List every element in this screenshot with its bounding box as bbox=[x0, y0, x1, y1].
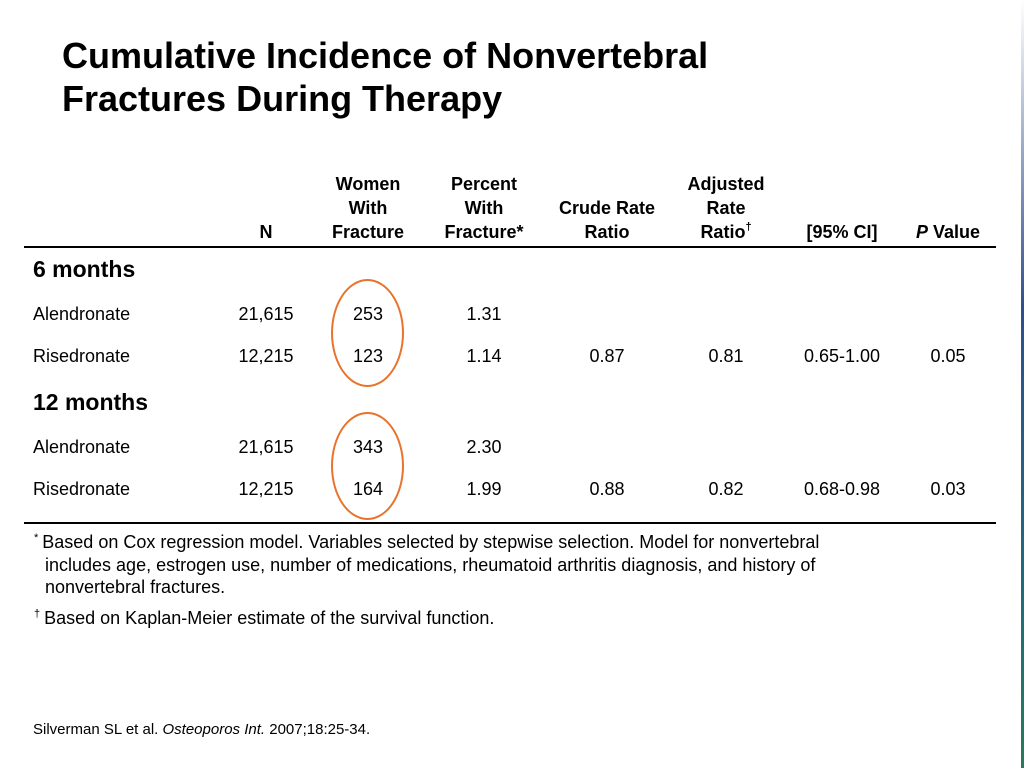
cell-drug: Risedronate bbox=[33, 479, 131, 499]
slide-edge-accent bbox=[1021, 0, 1024, 768]
cell-ci: 0.68-0.98 bbox=[803, 479, 881, 499]
citation-authors: Silverman SL et al. bbox=[33, 721, 163, 738]
cell-n: 12,215 bbox=[238, 346, 294, 366]
highlight-ring-12-months bbox=[331, 412, 404, 520]
header-percent-line-1: Percent bbox=[450, 174, 518, 194]
header-crude-line-1: Crude Rate bbox=[558, 198, 656, 218]
header-adjusted-rate-ratio: Adjusted Rate Ratio† bbox=[670, 172, 782, 244]
footnote-star: * Based on Cox regression model. Variable… bbox=[34, 531, 819, 599]
header-percent-line-3: Fracture* bbox=[444, 222, 524, 242]
header-adjusted-ratio-text: Ratio bbox=[700, 222, 746, 242]
dagger-footnote-mark: † bbox=[34, 608, 41, 620]
cell-p-value: 0.03 bbox=[930, 479, 966, 499]
header-crude-rate-ratio: Crude Rate Ratio bbox=[547, 196, 667, 244]
header-adjusted-line-3: Ratio† bbox=[670, 220, 782, 244]
cell-percent: 1.99 bbox=[466, 479, 502, 499]
header-95-ci: [95% CI] bbox=[806, 222, 878, 242]
slide-title-line-2: Fractures During Therapy bbox=[62, 78, 503, 119]
section-label-6-months: 6 months bbox=[33, 256, 136, 282]
cell-n: 12,215 bbox=[238, 479, 294, 499]
header-adjusted-line-2: Rate bbox=[706, 198, 746, 218]
table-top-rule bbox=[24, 246, 996, 248]
header-women-line-1: Women bbox=[335, 174, 401, 194]
header-n: N bbox=[259, 222, 273, 242]
footnote-star-line-1: * Based on Cox regression model. Variable… bbox=[34, 532, 819, 552]
cell-drug: Risedronate bbox=[33, 346, 131, 366]
citation: Silverman SL et al. Osteoporos Int. 2007… bbox=[33, 721, 370, 738]
cell-crude: 0.87 bbox=[589, 346, 625, 366]
header-women-with-fracture: Women With Fracture bbox=[318, 172, 418, 244]
table-bottom-rule bbox=[24, 522, 996, 524]
citation-details: 2007;18:25-34. bbox=[265, 721, 371, 738]
footnote-dagger: † Based on Kaplan-Meier estimate of the s… bbox=[34, 607, 494, 630]
cell-n: 21,615 bbox=[238, 437, 294, 457]
slide-title: Cumulative Incidence of Nonvertebral Fra… bbox=[62, 34, 962, 120]
cell-p-value: 0.05 bbox=[930, 346, 966, 366]
cell-drug: Alendronate bbox=[33, 437, 131, 457]
section-label-12-months: 12 months bbox=[33, 389, 149, 415]
header-adjusted-line-1: Adjusted bbox=[687, 174, 765, 194]
highlight-ring-6-months bbox=[331, 279, 404, 387]
cell-percent: 1.14 bbox=[466, 346, 502, 366]
cell-adjusted: 0.81 bbox=[708, 346, 744, 366]
header-women-line-2: With bbox=[348, 198, 388, 218]
slide-title-line-1: Cumulative Incidence of Nonvertebral bbox=[62, 35, 709, 76]
cell-ci: 0.65-1.00 bbox=[803, 346, 881, 366]
header-crude-line-2: Ratio bbox=[584, 222, 630, 242]
header-women-line-3: Fracture bbox=[331, 222, 405, 242]
footnote-star-text-1: Based on Cox regression model. Variables… bbox=[42, 532, 820, 552]
dagger-mark: † bbox=[745, 221, 752, 233]
star-mark: * bbox=[34, 532, 39, 544]
header-p-value: P Value bbox=[900, 220, 996, 244]
footnote-star-line-3: nonvertebral fractures. bbox=[45, 577, 226, 597]
header-percent-line-2: With bbox=[464, 198, 504, 218]
cell-adjusted: 0.82 bbox=[708, 479, 744, 499]
citation-journal: Osteoporos Int. bbox=[162, 721, 266, 738]
cell-crude: 0.88 bbox=[589, 479, 625, 499]
header-percent-with-fracture: Percent With Fracture* bbox=[430, 172, 538, 244]
cell-n: 21,615 bbox=[238, 304, 294, 324]
footnote-star-line-2: includes age, estrogen use, number of me… bbox=[45, 554, 816, 575]
footnote-dagger-text: Based on Kaplan-Meier estimate of the su… bbox=[44, 608, 495, 628]
cell-percent: 1.31 bbox=[466, 304, 502, 324]
cell-drug: Alendronate bbox=[33, 304, 131, 324]
header-p-italic: P bbox=[915, 222, 928, 242]
cell-percent: 2.30 bbox=[466, 437, 502, 457]
header-p-rest: Value bbox=[927, 222, 981, 242]
